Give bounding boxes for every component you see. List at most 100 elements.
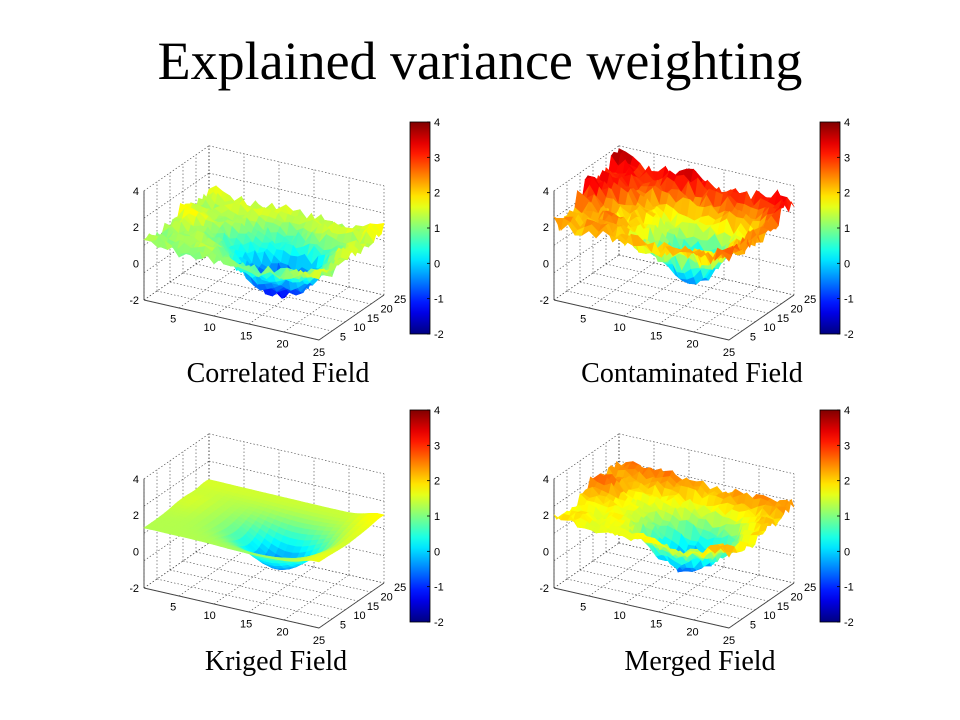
colorbar-contaminated-field: 4 3 2 1 0 -1 -2 [819, 117, 854, 341]
colorbar-correlated-field: 4 3 2 1 0 -1 -2 [409, 117, 444, 341]
x-tick-label: 5 [580, 314, 586, 326]
z-tick-label: -2 [540, 583, 549, 595]
y-tick-label: 10 [763, 610, 775, 622]
surface-patch [311, 269, 323, 280]
panel-merged-field: 5 10 15 20 25 5 10 15 20 25 4 2 0 -2 4 3 2 1 0 -1 -2 [539, 398, 860, 658]
surface-patch [721, 546, 733, 558]
y-axis-line [318, 294, 385, 341]
colorbar-tick-label: -2 [844, 617, 854, 629]
colorbar-tick-label: 4 [844, 117, 850, 129]
panel-label-correlated-field: Correlated Field [186, 358, 370, 389]
colorbar-tick-label: -2 [844, 329, 854, 341]
z-tick-label: -2 [130, 583, 139, 595]
x-tick-label: 15 [650, 330, 662, 342]
panel-label-merged-field: Merged Field [624, 646, 776, 677]
grid-line [579, 569, 756, 611]
panel-correlated-field: 5 10 15 20 25 5 10 15 20 25 4 2 0 -2 4 3 2 1 0 -1 -2 [129, 110, 450, 370]
colorbar-tick-label: -1 [434, 582, 444, 594]
x-tick-label: 5 [580, 602, 586, 614]
grid-line [143, 515, 210, 561]
z-tick-label: 2 [543, 510, 549, 522]
z-tick-label: -2 [540, 295, 549, 307]
colorbar-tick-label: 1 [434, 511, 440, 523]
y-tick-label: 25 [394, 582, 406, 594]
x-tick-label: 10 [614, 322, 626, 334]
y-tick-label: 20 [380, 591, 392, 603]
z-tick-label: 2 [133, 222, 139, 234]
grid-line [156, 578, 333, 620]
panel-label-kriged-field: Kriged Field [204, 646, 348, 677]
z-tick-label: 0 [543, 259, 549, 271]
grid-line [143, 145, 210, 192]
y-tick-label: 5 [750, 620, 756, 632]
grid-line [658, 278, 725, 325]
y-tick-label: 10 [353, 322, 365, 334]
grid-line [178, 262, 245, 309]
colorbar-tick-label: 2 [434, 476, 440, 488]
x-axis-line [143, 587, 320, 629]
colorbar-tick-label: 2 [844, 476, 850, 488]
grid-line [143, 433, 210, 480]
colorbar-tick-label: 0 [434, 546, 440, 558]
colorbar-tick-label: 4 [434, 117, 440, 129]
colorbar-tick-label: 4 [844, 405, 850, 417]
colorbar-tick-label: 3 [844, 440, 850, 452]
z-tick-label: 0 [133, 547, 139, 559]
grid-line [693, 574, 760, 621]
y-tick-label: 10 [763, 322, 775, 334]
z-tick-label: 4 [133, 474, 139, 486]
x-tick-label: 25 [313, 347, 325, 359]
y-tick-label: 20 [790, 303, 802, 315]
grid-line [566, 578, 743, 620]
y-tick-label: 15 [367, 313, 379, 325]
x-tick-label: 20 [686, 339, 698, 351]
grid-line [658, 566, 725, 613]
x-tick-label: 5 [170, 314, 176, 326]
colorbar-tick-label: 2 [844, 188, 850, 200]
z-tick-label: 2 [543, 222, 549, 234]
grid-line [208, 433, 385, 475]
z-tick-label: 4 [543, 186, 549, 198]
x-tick-label: 15 [240, 330, 252, 342]
colorbar-kriged-field: 4 3 2 1 0 -1 -2 [409, 405, 444, 629]
grid-line [213, 558, 280, 605]
x-tick-label: 25 [723, 635, 735, 647]
x-tick-label: 20 [686, 627, 698, 639]
y-tick-label: 25 [804, 582, 816, 594]
z-tick-label: -2 [130, 295, 139, 307]
y-tick-label: 10 [353, 610, 365, 622]
x-axis-line [553, 299, 730, 341]
grid-line [169, 569, 346, 611]
x-tick-label: 5 [170, 602, 176, 614]
grid-line [143, 172, 210, 219]
slide-title: Explained variance weighting [157, 31, 803, 91]
z-tick-label: 4 [543, 474, 549, 486]
colorbar-tick-label: 0 [844, 546, 850, 558]
y-tick-label: 20 [380, 303, 392, 315]
colorbar-tick-label: -2 [434, 617, 444, 629]
panel-contaminated-field: 5 10 15 20 25 5 10 15 20 25 4 2 0 -2 4 3 2 1 0 -1 -2 [539, 110, 860, 370]
x-tick-label: 25 [723, 347, 735, 359]
colorbar-tick-label: -1 [434, 294, 444, 306]
grid-line [248, 566, 315, 613]
x-tick-label: 20 [276, 627, 288, 639]
grid-line [553, 515, 620, 561]
colorbar-tick-label: 3 [434, 440, 440, 452]
z-tick-label: 0 [133, 259, 139, 271]
grid-line [623, 270, 690, 317]
grid-line [213, 270, 280, 317]
surface-patch [721, 251, 732, 262]
colorbar-tick-label: 3 [434, 152, 440, 164]
panel-kriged-field: 5 10 15 20 25 5 10 15 20 25 4 2 0 -2 4 3 2 1 0 -1 -2 [129, 398, 450, 658]
z-tick-label: 0 [543, 547, 549, 559]
y-axis-line [318, 582, 385, 629]
y-tick-label: 15 [367, 601, 379, 613]
y-tick-label: 25 [804, 294, 816, 306]
y-tick-label: 15 [777, 601, 789, 613]
grid-line [566, 290, 743, 332]
